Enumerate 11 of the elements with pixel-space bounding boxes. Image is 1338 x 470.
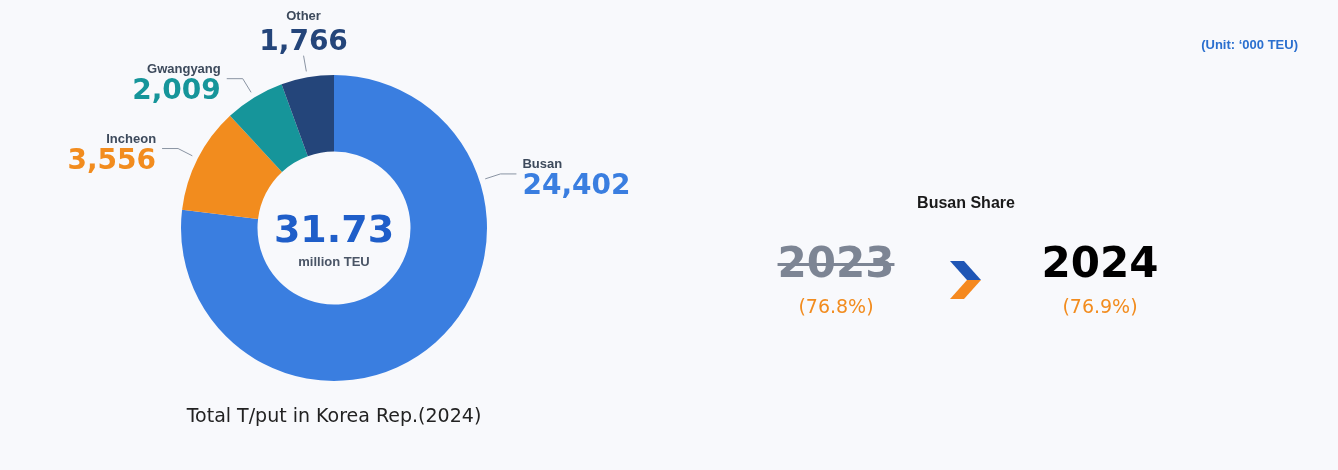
text: 2024: [1041, 238, 1159, 287]
text: 2023: [777, 238, 895, 287]
text: (76.9%): [1062, 295, 1138, 317]
text: 31.73: [273, 207, 395, 251]
text: Busan Share: [917, 194, 1015, 212]
slice-label: Other: [286, 7, 321, 23]
text: Total T/put in Korea Rep.(2024): [185, 404, 482, 426]
text: (Unit: ‘000 TEU): [1201, 37, 1298, 52]
text: million TEU: [298, 254, 370, 269]
text: (76.8%): [798, 295, 874, 317]
data-label: 1,766: [259, 23, 348, 57]
